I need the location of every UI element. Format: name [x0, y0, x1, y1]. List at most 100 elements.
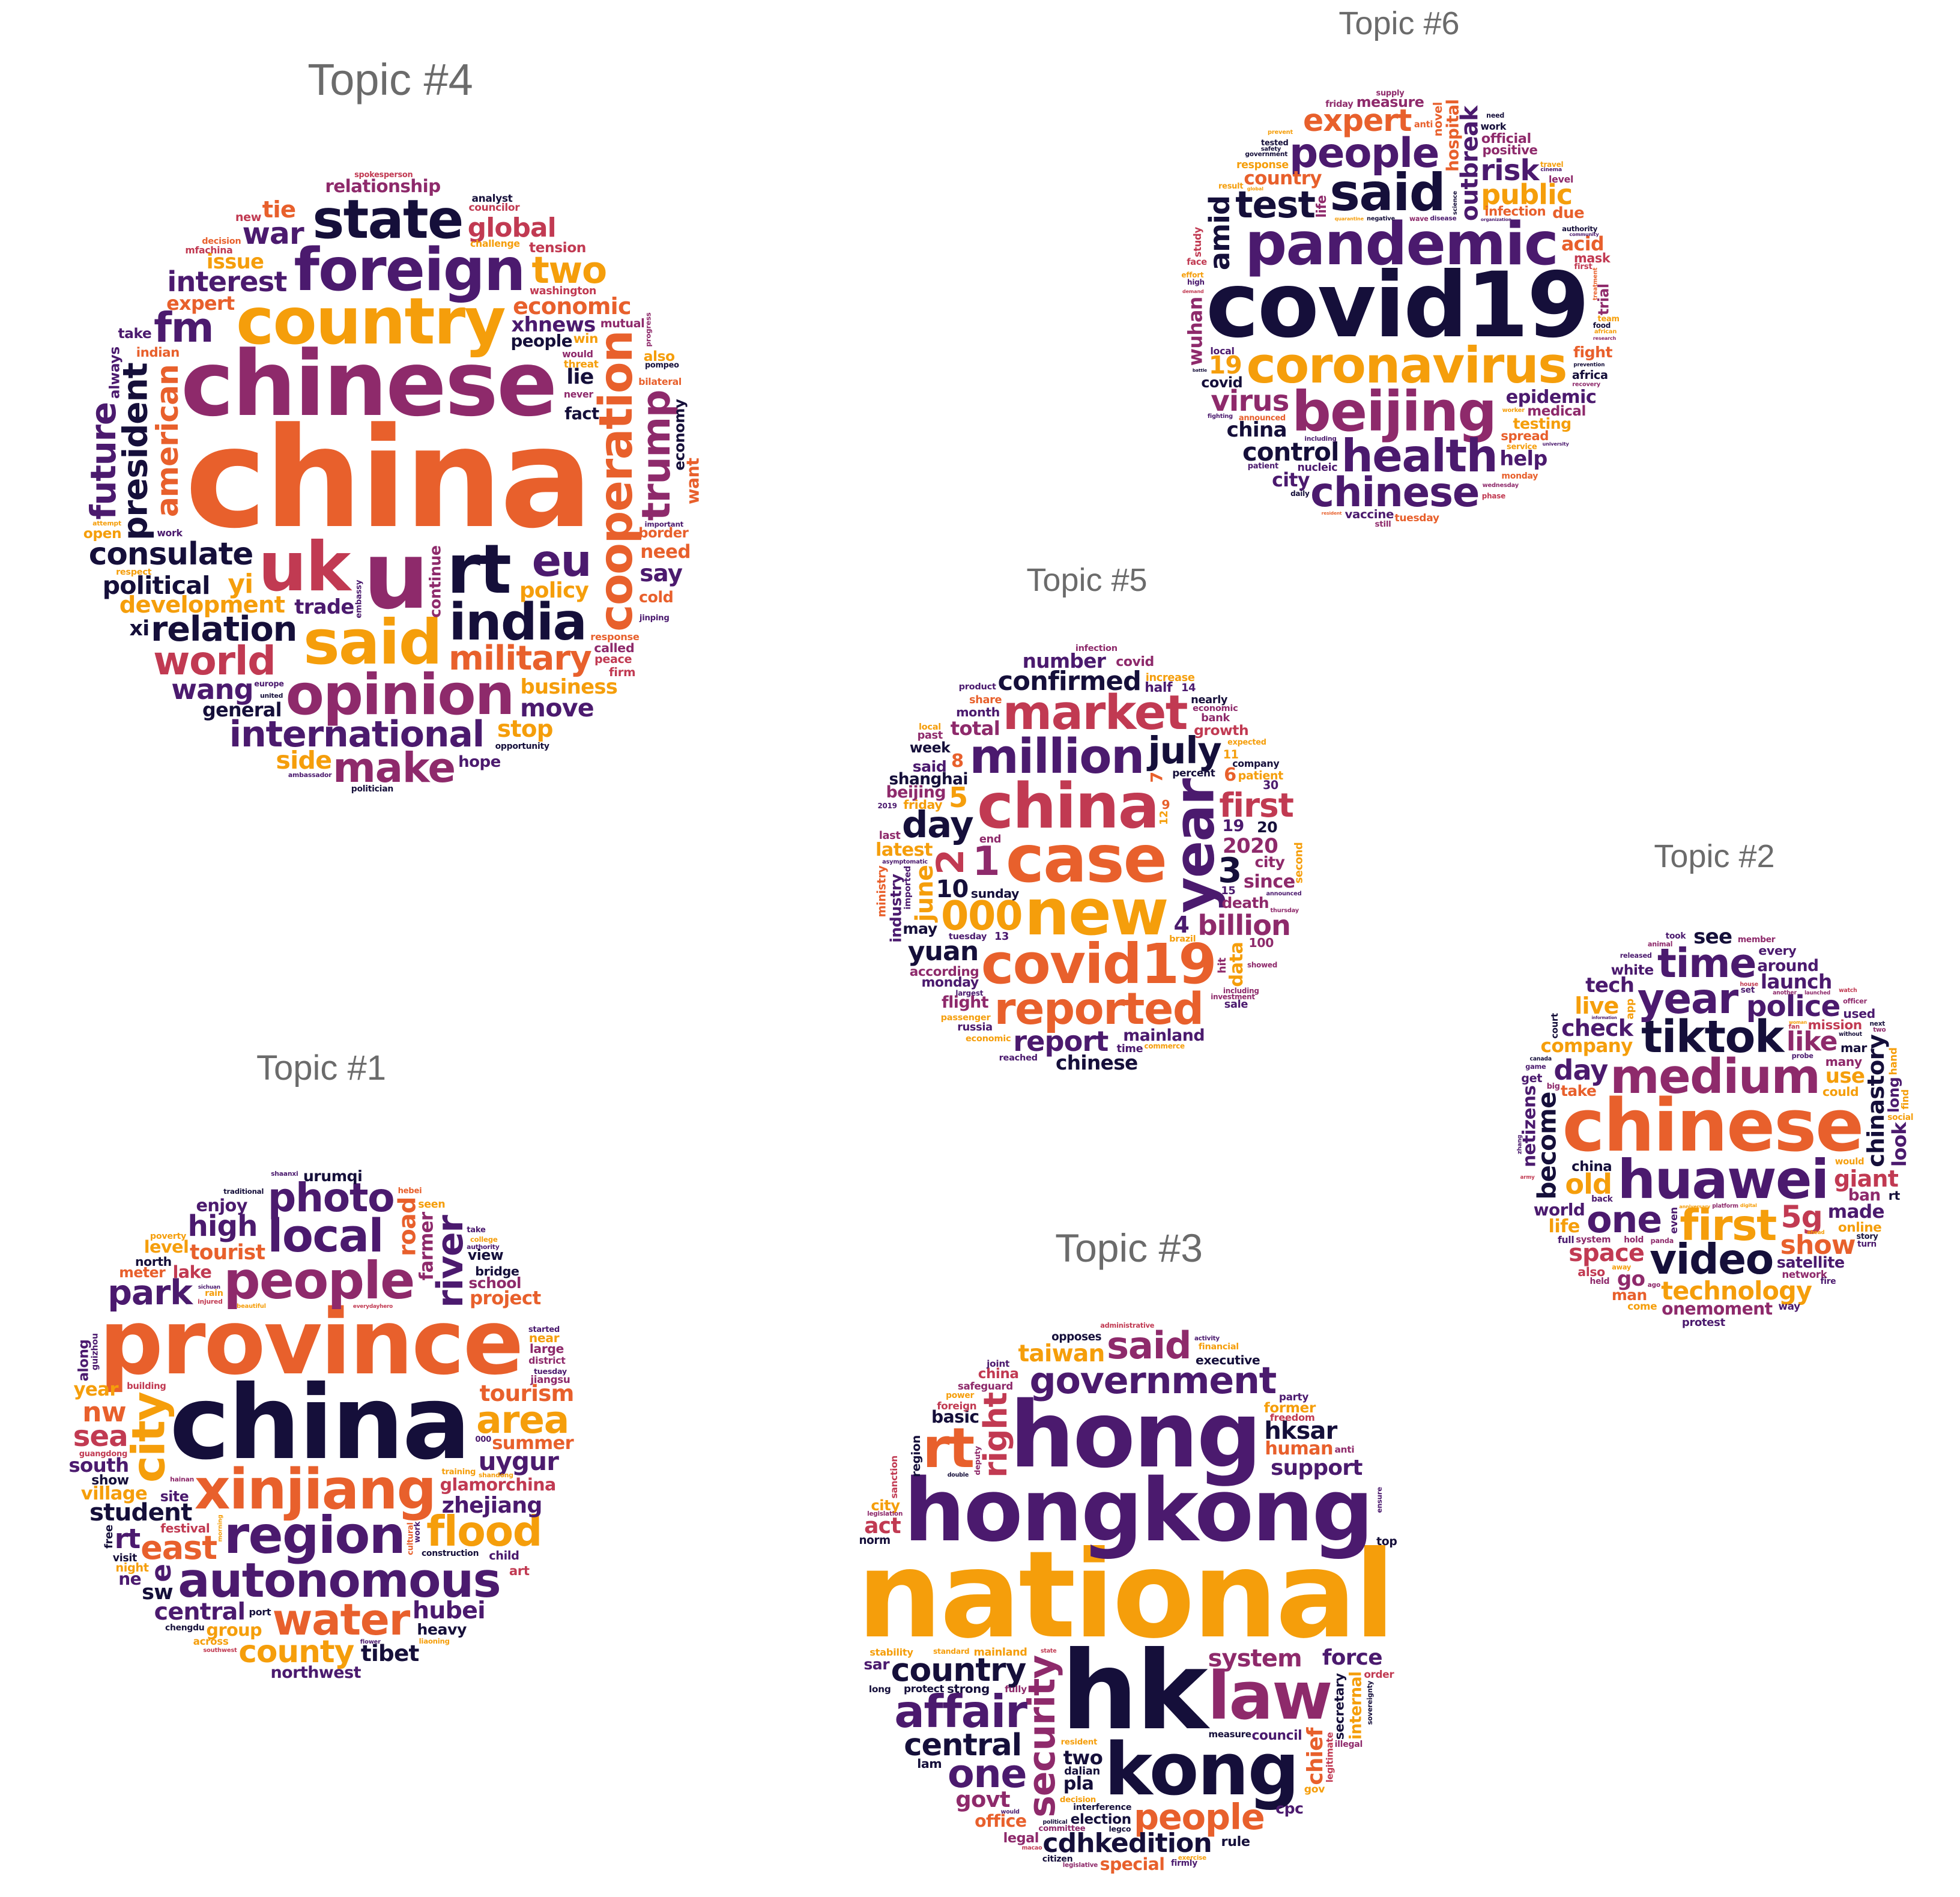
cloud-word: threat	[563, 358, 599, 371]
cloud-word: yuan	[907, 936, 979, 967]
cloud-word: take	[467, 1225, 486, 1235]
cloud-word: foreign	[937, 1400, 977, 1412]
cloud-word: watch	[1839, 987, 1857, 994]
cloud-word: old	[1565, 1167, 1612, 1200]
cloud-word: military	[448, 638, 592, 678]
cloud-word: 13	[994, 931, 1009, 943]
cloud-word: people	[1289, 129, 1439, 177]
cloud-word: used	[1843, 1006, 1875, 1021]
cloud-word: according	[909, 964, 979, 980]
cloud-word: monday	[1501, 471, 1538, 482]
cloud-word: always	[106, 346, 123, 399]
cloud-word: embassy	[354, 579, 364, 619]
cloud-word: live	[1574, 992, 1619, 1019]
cloud-word: day	[901, 803, 974, 846]
cloud-word: percent	[1172, 767, 1215, 779]
cloud-word: online	[1838, 1220, 1882, 1236]
cloud-word: future	[82, 402, 124, 520]
cloud-word: coronavirus	[1246, 336, 1568, 395]
cloud-word: new	[1024, 876, 1169, 950]
cloud-word: second	[1293, 842, 1305, 884]
cloud-word: rt	[1888, 1188, 1901, 1203]
cloud-word: standard	[933, 1647, 970, 1656]
cloud-word: since	[1243, 871, 1295, 893]
cloud-word: macao	[1021, 1844, 1042, 1851]
cloud-word: chinese	[1056, 1051, 1138, 1074]
cloud-word: economic	[1193, 703, 1238, 714]
cloud-word: made	[1827, 1200, 1885, 1223]
cloud-word: netizens	[1519, 1085, 1540, 1168]
cloud-word: quarantine	[1334, 216, 1364, 222]
cloud-word: activity	[1194, 1334, 1220, 1342]
cloud-word: panda	[1650, 1237, 1674, 1245]
cloud-word: want	[683, 458, 703, 504]
cloud-word: past	[917, 729, 943, 742]
cloud-word: tourism	[479, 1380, 575, 1407]
cloud-word: poverty	[150, 1231, 187, 1241]
cloud-word: house	[1740, 981, 1759, 988]
cloud-word: party	[1278, 1390, 1308, 1403]
cloud-word: south	[68, 1454, 129, 1477]
cloud-word: supply	[1376, 89, 1405, 98]
cloud-word: officer	[1843, 997, 1867, 1006]
cloud-word: man	[1611, 1286, 1647, 1304]
cloud-word: fire	[1820, 1277, 1836, 1287]
cloud-word: check	[1561, 1015, 1633, 1042]
cloud-word: case	[1005, 821, 1167, 898]
cloud-word: kong	[1104, 1727, 1299, 1812]
cloud-word: bridge	[475, 1264, 519, 1279]
cloud-word: hit	[1217, 957, 1229, 973]
cloud-word: mainland	[973, 1647, 1027, 1659]
cloud-word: lake	[172, 1261, 212, 1282]
cloud-word: training	[441, 1467, 476, 1477]
cloud-word: 8	[951, 750, 964, 772]
cloud-word: support	[1270, 1456, 1363, 1481]
cloud-word: full	[1557, 1234, 1574, 1246]
cloud-word: treatment	[1591, 268, 1599, 301]
cloud-word: construction	[421, 1548, 479, 1558]
cloud-word: southwest	[203, 1647, 237, 1654]
cloud-word: daily	[1290, 489, 1310, 498]
cloud-word: mission	[1807, 1018, 1862, 1033]
cloud-word: nw	[82, 1396, 127, 1428]
cloud-word: two	[1873, 1026, 1886, 1034]
cloud-word: african	[1594, 328, 1617, 336]
cloud-word: site	[160, 1487, 189, 1505]
cloud-word: lam	[917, 1756, 942, 1771]
cloud-word: disease	[1430, 214, 1457, 222]
cloud-word: sunday	[970, 886, 1020, 901]
cloud-word: sea	[73, 1419, 129, 1453]
cloud-word: affair	[894, 1685, 1027, 1738]
cloud-word: uygur	[478, 1446, 559, 1476]
cloud-word: data	[1226, 942, 1248, 987]
cloud-word: indian	[136, 345, 180, 360]
cloud-word: guangdong	[79, 1450, 128, 1459]
cloud-word: patient	[1247, 461, 1278, 471]
cloud-word: internal	[1346, 1671, 1366, 1740]
cloud-word: friday	[903, 797, 943, 812]
cloud-word: africa	[1571, 368, 1608, 383]
cloud-word: go	[1617, 1267, 1645, 1292]
cloud-word: sar	[864, 1655, 890, 1673]
cloud-word: science	[1452, 190, 1459, 215]
cloud-word: official	[1481, 130, 1531, 147]
cloud-word: tested	[1261, 138, 1289, 148]
cloud-word: started	[528, 1325, 560, 1334]
cloud-word: zhang	[1516, 1135, 1523, 1155]
cloud-word: legco	[1109, 1824, 1131, 1833]
topic-5-title: Topic #5	[1026, 562, 1148, 598]
topic-5-panel: Topic #5 case new china year covid19 million m…	[853, 561, 1321, 1090]
cloud-word: army	[1520, 1175, 1535, 1181]
cloud-word: exercise	[1178, 1854, 1206, 1862]
cloud-word: infection	[1484, 204, 1546, 220]
cloud-word: east	[141, 1528, 217, 1567]
cloud-word: development	[119, 591, 285, 619]
cloud-word: system	[1208, 1645, 1302, 1673]
cloud-word: relationship	[325, 175, 441, 196]
cloud-word: worker	[1502, 407, 1525, 414]
cloud-word: 100	[1248, 935, 1274, 950]
cloud-word: hksar	[1264, 1417, 1337, 1445]
cloud-word: people	[1133, 1796, 1265, 1838]
cloud-word: europe	[254, 679, 284, 689]
cloud-word: beautiful	[237, 1302, 266, 1310]
